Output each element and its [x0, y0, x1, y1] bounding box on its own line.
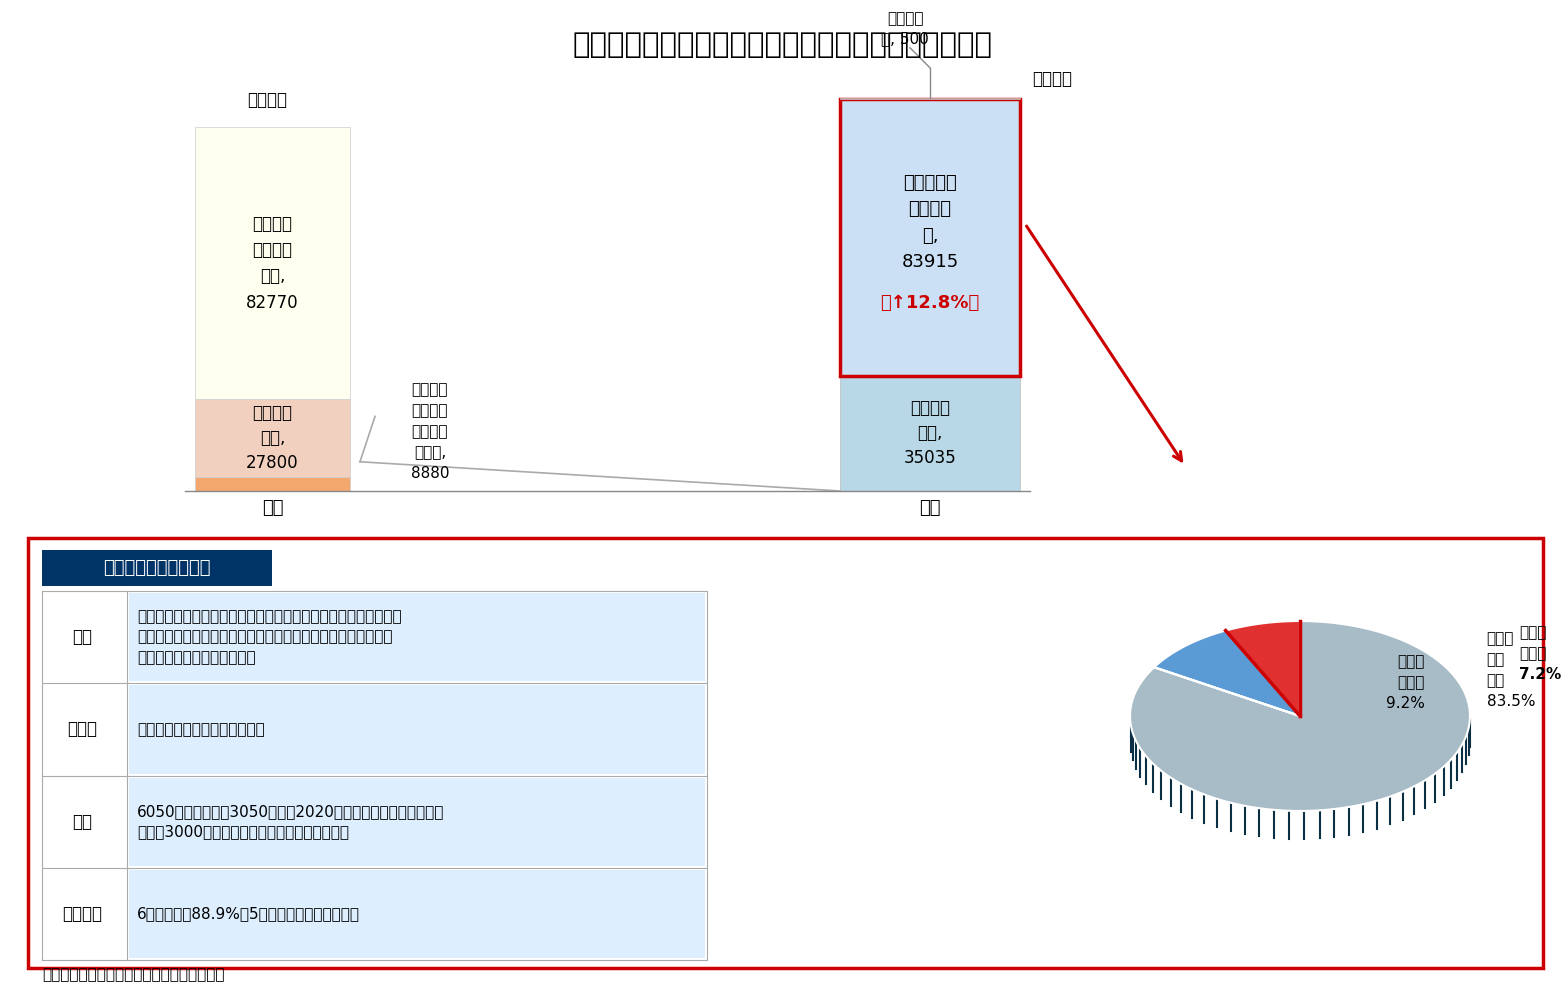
Text: （↑12.8%）: （↑12.8%） [880, 294, 980, 312]
Text: 市・県といった財政の末端単位: 市・県といった財政の末端単位 [136, 722, 265, 737]
Text: 支出: 支出 [919, 499, 941, 517]
Polygon shape [1154, 630, 1300, 716]
Bar [128, 778, 705, 866]
Text: 特別移
転支出
9.2%: 特別移 転支出 9.2% [1386, 653, 1425, 711]
Text: 6月末時点で88.9%（5月政府工作報告で提起）: 6月末時点で88.9%（5月政府工作報告で提起） [136, 906, 360, 921]
Text: 構成: 構成 [72, 813, 92, 831]
Text: 収入: 収入 [262, 499, 283, 517]
Text: 中央国有
資本経営
予算など
調整金,
8880: 中央国有 資本経営 予算など 調整金, 8880 [410, 381, 449, 481]
Polygon shape [1131, 621, 1470, 811]
Text: 中央予備
費, 500: 中央予備 費, 500 [882, 11, 929, 46]
Text: 一般性
移転
支出
83.5%: 一般性 移転 支出 83.5% [1486, 631, 1535, 709]
Text: 6050億元のうち、3050億元は2020年の赤字拡大枠から拠出、
残りの3000元は感染症対策特別国債から充当。: 6050億元のうち、3050億元は2020年の赤字拡大枠から拠出、 残りの300… [136, 804, 445, 840]
Bar [42, 550, 272, 586]
Text: （億元）: （億元） [1032, 70, 1073, 88]
Bar [196, 399, 349, 477]
Text: （億元）: （億元） [247, 91, 288, 109]
Text: 中央一般
公共予算
収入,
82770: 中央一般 公共予算 収入, 82770 [246, 215, 299, 312]
Bar [128, 870, 705, 958]
Text: 図表５　中央一般公共予算から地方への財政移転拡大: 図表５ 中央一般公共予算から地方への財政移転拡大 [573, 31, 993, 59]
Text: コロナの影響が大きかった地域を中心に、特に、就業（給与の確
保）、民生（貧困救済、教育、年金、医療など）、行政の運営
をサポートするために創設。: コロナの影響が大きかった地域を中心に、特に、就業（給与の確 保）、民生（貧困救済… [136, 610, 401, 665]
Bar [128, 593, 705, 681]
Bar [128, 685, 705, 774]
Text: （出所）財政部決算、予算草案資料より作成: （出所）財政部決算、予算草案資料より作成 [42, 967, 224, 982]
Text: 拠出先: 拠出先 [67, 720, 97, 738]
Bar [196, 477, 349, 491]
Bar [196, 127, 349, 399]
Text: 特殊移
転支出
7.2%: 特殊移 転支出 7.2% [1519, 625, 1561, 682]
Polygon shape [1226, 621, 1300, 716]
Bar [839, 375, 1019, 491]
Bar [839, 98, 1019, 100]
Text: 中央財政
赤字,
27800: 中央財政 赤字, 27800 [246, 404, 299, 472]
Text: 目的: 目的 [72, 628, 92, 646]
Text: 地方への財
政移転支
出,
83915: 地方への財 政移転支 出, 83915 [902, 174, 958, 271]
Text: 執行状況: 執行状況 [63, 905, 102, 923]
Bar [839, 100, 1019, 375]
Text: 中央財政
支出,
35035: 中央財政 支出, 35035 [904, 399, 957, 467]
Bar [28, 538, 1543, 968]
Text: 特殊移転支出（新設）: 特殊移転支出（新設） [103, 559, 211, 577]
